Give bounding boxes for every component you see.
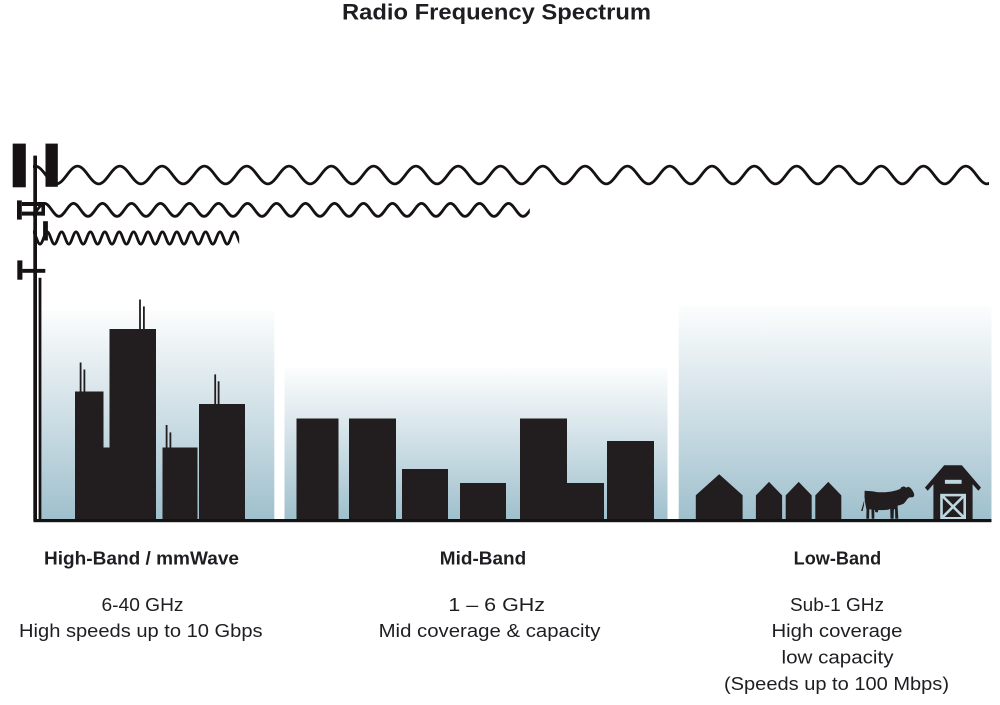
svg-text:High speeds up to 10 Gbps: High speeds up to 10 Gbps — [19, 620, 263, 641]
svg-text:High coverage: High coverage — [772, 620, 903, 641]
svg-text:High-Band / mmWave: High-Band / mmWave — [44, 549, 239, 569]
svg-text:Radio Frequency Spectrum: Radio Frequency Spectrum — [342, 0, 651, 25]
svg-text:(Speeds up to 100 Mbps): (Speeds up to 100 Mbps) — [724, 673, 949, 694]
svg-text:6-40 GHz: 6-40 GHz — [102, 594, 184, 615]
svg-text:1 – 6 GHz: 1 – 6 GHz — [448, 594, 545, 615]
svg-text:Mid-Band: Mid-Band — [440, 549, 526, 569]
svg-text:Mid coverage & capacity: Mid coverage & capacity — [379, 620, 602, 641]
svg-text:Low-Band: Low-Band — [794, 549, 882, 569]
svg-text:low capacity: low capacity — [782, 646, 895, 667]
svg-text:Sub-1 GHz: Sub-1 GHz — [790, 594, 884, 615]
